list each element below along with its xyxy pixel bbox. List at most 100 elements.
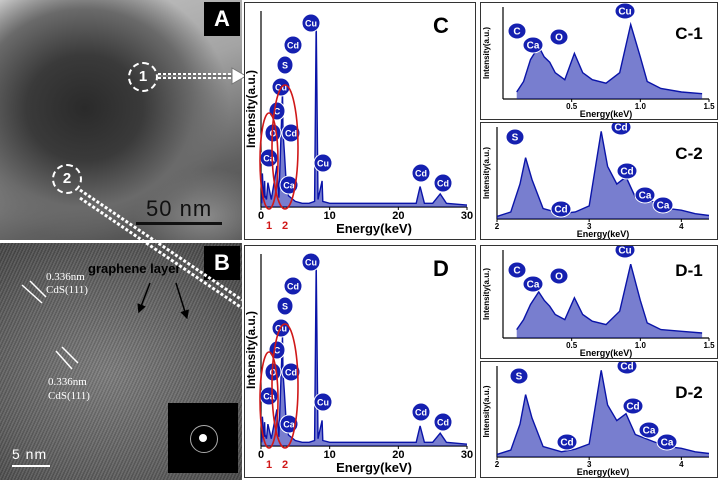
peak-badge bbox=[283, 35, 303, 55]
spectrum-panel-c: 0 10 20 30 Energy(keV) Intensity(a.u.) C Cu Cd S C… bbox=[244, 2, 476, 240]
spectrum-line bbox=[261, 20, 468, 206]
peak-label: Cd bbox=[554, 205, 567, 216]
peak-badge bbox=[522, 36, 544, 54]
spectrum-chart-d2: 2 3 4 Energy(keV) Intensity(a.u.) D-2 S Cd Cd Cd C… bbox=[482, 357, 710, 477]
peak-badge bbox=[433, 412, 453, 432]
peak-badge bbox=[411, 402, 431, 422]
peak-label: Ca bbox=[283, 420, 295, 430]
peak-label: O bbox=[555, 272, 563, 283]
peak-badge bbox=[556, 433, 578, 451]
panel-b-arrows bbox=[21, 280, 189, 370]
y-axis-label: Intensity(a.u.) bbox=[245, 311, 258, 389]
x-tick-label: 30 bbox=[461, 449, 473, 461]
peak-label: Cd bbox=[287, 41, 299, 51]
peak-badge bbox=[550, 200, 572, 218]
peak-badge bbox=[313, 153, 333, 173]
chart-title: C bbox=[433, 13, 449, 38]
x-tick-label: 20 bbox=[392, 210, 404, 222]
saed-pattern-inset bbox=[168, 403, 238, 473]
scale-bar-label-a: 50 nm bbox=[146, 196, 213, 221]
plane-label-2: CdS(111) bbox=[48, 390, 90, 402]
peak-label: Cd bbox=[437, 418, 449, 428]
peak-label: S bbox=[512, 133, 519, 144]
peak-badge bbox=[433, 173, 453, 193]
peak-badge bbox=[301, 252, 321, 272]
peak-label: Cu bbox=[317, 159, 329, 169]
x-tick-label: 0 bbox=[258, 210, 264, 222]
panel-letter-b: B bbox=[204, 246, 240, 280]
region-marker-2 bbox=[271, 323, 299, 449]
y-axis-label: Intensity(a.u.) bbox=[245, 70, 258, 148]
spectrum-chart-c: 0 10 20 30Energy(keV)Intensity(a.u.)CCuCdSC… bbox=[244, 11, 473, 236]
peak-label: C bbox=[513, 266, 520, 277]
graphene-layer-label: graphene layer bbox=[88, 261, 181, 276]
x-tick-label: 1.5 bbox=[703, 341, 715, 350]
point-2-marker: 2 bbox=[52, 164, 82, 194]
x-tick-label: 0.5 bbox=[566, 102, 578, 111]
spectrum-panel-c1: 0.5 1.0 1.5 Energy(keV) Intensity(a.u.) C-1 C C… bbox=[480, 2, 718, 120]
region-marker-1 bbox=[259, 112, 279, 210]
peak-label: Cu bbox=[305, 258, 317, 268]
scale-bar-label-b: 5 nm bbox=[12, 446, 48, 462]
x-axis-label: Energy(keV) bbox=[336, 221, 412, 236]
spectrum-chart-d: 0 10 20 30Energy(keV)Intensity(a.u.)DCuCdSC… bbox=[244, 252, 473, 475]
peak-label: Cd bbox=[614, 123, 627, 134]
chart-title: D-1 bbox=[675, 261, 702, 280]
x-tick-label: 1.0 bbox=[635, 341, 647, 350]
peak-badge bbox=[281, 123, 301, 143]
x-axis-label: Energy(keV) bbox=[336, 460, 412, 475]
chart-title: D-2 bbox=[675, 383, 702, 402]
spectrum-fill bbox=[497, 131, 709, 219]
spectrum-fill bbox=[516, 24, 703, 99]
chart-title: D bbox=[433, 256, 449, 281]
peak-badge bbox=[616, 162, 638, 180]
peak-badge bbox=[509, 367, 529, 385]
scale-bar-b bbox=[12, 465, 50, 467]
peak-badge bbox=[283, 276, 303, 296]
peak-badge bbox=[622, 397, 644, 415]
y-axis-label: Intensity(a.u.) bbox=[482, 147, 491, 199]
plane-label-1: CdS(111) bbox=[46, 284, 88, 296]
region-label-1: 1 bbox=[266, 220, 272, 232]
x-tick-label: 4 bbox=[679, 460, 684, 469]
peak-label: Ca bbox=[527, 280, 540, 291]
x-tick-label: 3 bbox=[587, 460, 592, 469]
peak-label: Cd bbox=[620, 362, 633, 373]
peak-badge bbox=[549, 28, 569, 46]
peak-label: Cu bbox=[305, 19, 317, 29]
peak-label: Cd bbox=[626, 402, 639, 413]
x-tick-label: 2 bbox=[495, 460, 500, 469]
peak-badge bbox=[522, 275, 544, 293]
spectrum-panel-d1: 0.5 1.0 1.5 Energy(keV) Intensity(a.u.) D-1 C C… bbox=[480, 241, 718, 359]
d-spacing-label-2: 0.336nm bbox=[48, 376, 87, 388]
peak-label: Cu bbox=[317, 398, 329, 408]
peak-badge bbox=[634, 186, 656, 204]
region-label-1: 1 bbox=[266, 459, 272, 471]
tem-image-a: A 1 2 50 nm bbox=[0, 0, 242, 240]
peak-label: Cu bbox=[275, 324, 287, 334]
chart-title: C-1 bbox=[675, 24, 702, 43]
region-label-2: 2 bbox=[282, 220, 288, 232]
peak-badge bbox=[279, 175, 299, 195]
peak-badge bbox=[656, 433, 678, 451]
spectrum-line bbox=[261, 263, 468, 445]
x-axis-label: Energy(keV) bbox=[577, 229, 630, 239]
x-axis-label: Energy(keV) bbox=[577, 467, 630, 477]
peak-label: Cd bbox=[560, 438, 573, 449]
peak-label: S bbox=[282, 302, 288, 312]
x-tick-label: 10 bbox=[324, 210, 336, 222]
peak-label: Cd bbox=[285, 368, 297, 378]
peak-label: Cd bbox=[415, 408, 427, 418]
peak-label: Cu bbox=[618, 7, 631, 18]
x-axis-label: Energy(keV) bbox=[580, 109, 633, 119]
peak-badge bbox=[411, 163, 431, 183]
x-tick-label: 30 bbox=[461, 210, 473, 222]
peak-label: S bbox=[282, 61, 288, 71]
tem-image-b: B 0.336nm CdS(111) 0.336nm CdS(111) grap… bbox=[0, 243, 242, 480]
x-axis-label: Energy(keV) bbox=[580, 348, 633, 358]
x-tick-label: 1.0 bbox=[635, 102, 647, 111]
peak-badge bbox=[313, 392, 333, 412]
peak-label: Cd bbox=[415, 169, 427, 179]
x-tick-label: 3 bbox=[587, 222, 592, 231]
